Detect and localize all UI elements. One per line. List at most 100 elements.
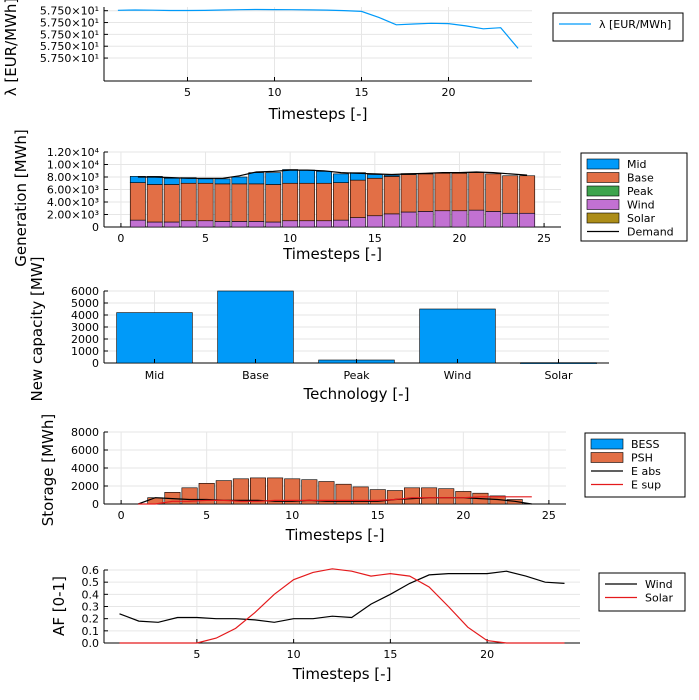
bar-mid (231, 176, 248, 185)
bar-psh (438, 488, 455, 505)
bar-wind (333, 219, 349, 228)
bar-wind (214, 221, 231, 228)
bar-wind (485, 211, 502, 228)
af-solar-line (119, 568, 565, 644)
bar-base (451, 172, 468, 212)
bar-wind (248, 221, 265, 228)
bar-mid (366, 174, 383, 179)
bar-wind (163, 221, 180, 228)
legend-entry: PSH (631, 452, 653, 465)
line-e-sup (138, 496, 532, 505)
x-axis-label: Timesteps [-] (285, 526, 385, 544)
bar-base (163, 184, 180, 223)
storage-chart: 0 5 10 15 20 25 0 2000 4000 6000 8000 Timesteps [-]… (39, 414, 686, 544)
af-wind-line (119, 570, 565, 623)
x-tick-label: 10 (285, 509, 299, 522)
bar-base (265, 184, 282, 223)
bar-psh (352, 486, 369, 505)
y-tick-label: 0 (92, 221, 99, 234)
y-tick-label: 5.750×10¹ (40, 28, 99, 41)
x-tick-label: 5 (193, 648, 200, 661)
legend-swatch (590, 452, 624, 463)
y-axis-label: Generation [MWh] (12, 129, 30, 266)
bar-mid (197, 178, 214, 184)
bar-base (502, 175, 519, 214)
bar-wind (299, 220, 316, 228)
legend-entry: λ [EUR/MWh] (599, 18, 671, 31)
x-tick-label: 5 (184, 86, 191, 99)
bar-psh (335, 483, 352, 505)
x-tick-label: 0 (118, 509, 125, 522)
bar-mid (282, 169, 299, 184)
bar-psh (301, 479, 318, 505)
x-tick-label: 10 (283, 232, 297, 245)
y-tick-label: 5.750×10¹ (40, 52, 99, 65)
y-tick-label: 0.6 (82, 564, 100, 577)
bar-base (197, 182, 214, 222)
y-tick-label: 1.00×10⁴ (47, 159, 100, 172)
availability-chart: 5 10 15 20 0.00.10.20.30.40.50.6 Timesteps [-… (50, 564, 686, 683)
bar-wind (180, 220, 197, 228)
x-tick-label: Mid (145, 369, 165, 382)
legend-entry: BESS (631, 438, 659, 451)
y-tick-label: 6000 (71, 444, 99, 457)
x-tick-label: 0 (117, 232, 124, 245)
bar-wind (417, 211, 434, 228)
bar-wind (197, 220, 214, 228)
y-tick-label: 8.00×10³ (47, 171, 99, 184)
bar-base (180, 182, 197, 222)
bar-psh (403, 487, 420, 505)
bar-wind (265, 221, 282, 228)
bar-wind (316, 220, 332, 228)
bar-base (231, 183, 248, 222)
x-axis-label: Technology [-] (303, 385, 410, 403)
x-tick-label: 15 (383, 648, 397, 661)
y-tick-label: 1000 (71, 345, 99, 358)
bar-base (383, 176, 400, 215)
x-tick-label: Solar (544, 369, 573, 382)
bar-mid (163, 177, 180, 185)
y-axis-label: New capacity [MW] (28, 256, 46, 401)
price-series-line (117, 8, 519, 49)
y-tick-label: 5.750×10¹ (40, 5, 99, 18)
bar-base (485, 173, 502, 212)
bar-psh (232, 478, 249, 505)
x-tick-label: 10 (268, 86, 282, 99)
y-tick-label: 4.00×10³ (47, 196, 99, 209)
bar-psh (386, 490, 403, 505)
y-tick-label: 0.1 (82, 625, 100, 638)
x-tick-label: 5 (202, 232, 209, 245)
bar-mid (248, 172, 265, 185)
bar-base (129, 182, 146, 221)
x-tick-label: 15 (371, 509, 385, 522)
y-tick-label: 0.5 (82, 576, 100, 589)
x-axis-label: Timesteps [-] (282, 245, 382, 263)
bar-mid (349, 172, 366, 181)
bar-base (519, 175, 536, 214)
bar-wind (349, 217, 366, 228)
bar-wind (519, 212, 536, 228)
bar-wind (282, 220, 299, 228)
legend-swatch (586, 172, 620, 183)
legend-box (552, 12, 684, 42)
bar-mid (180, 177, 197, 184)
legend-entry: Peak (627, 185, 654, 198)
legend-entry: Wind (645, 578, 673, 591)
y-tick-label: 0.2 (82, 613, 100, 626)
x-axis-label: Timesteps [-] (268, 105, 368, 123)
y-tick-label: 5.750×10¹ (40, 17, 99, 30)
y-tick-label: 0.4 (82, 588, 100, 601)
legend-entry: Demand (627, 226, 674, 239)
y-tick-label: 5.750×10¹ (40, 40, 99, 53)
bar-wind (129, 219, 146, 228)
bar-base (417, 173, 434, 212)
x-tick-label: 5 (203, 509, 210, 522)
bar-wind (451, 210, 468, 228)
bar-base (248, 183, 265, 222)
bar-mid (116, 312, 193, 364)
y-tick-label: 2.00×10³ (47, 209, 99, 222)
y-axis-label: Storage [MWh] (39, 414, 57, 526)
bar-wind (146, 221, 163, 228)
x-tick-label: 15 (354, 86, 368, 99)
